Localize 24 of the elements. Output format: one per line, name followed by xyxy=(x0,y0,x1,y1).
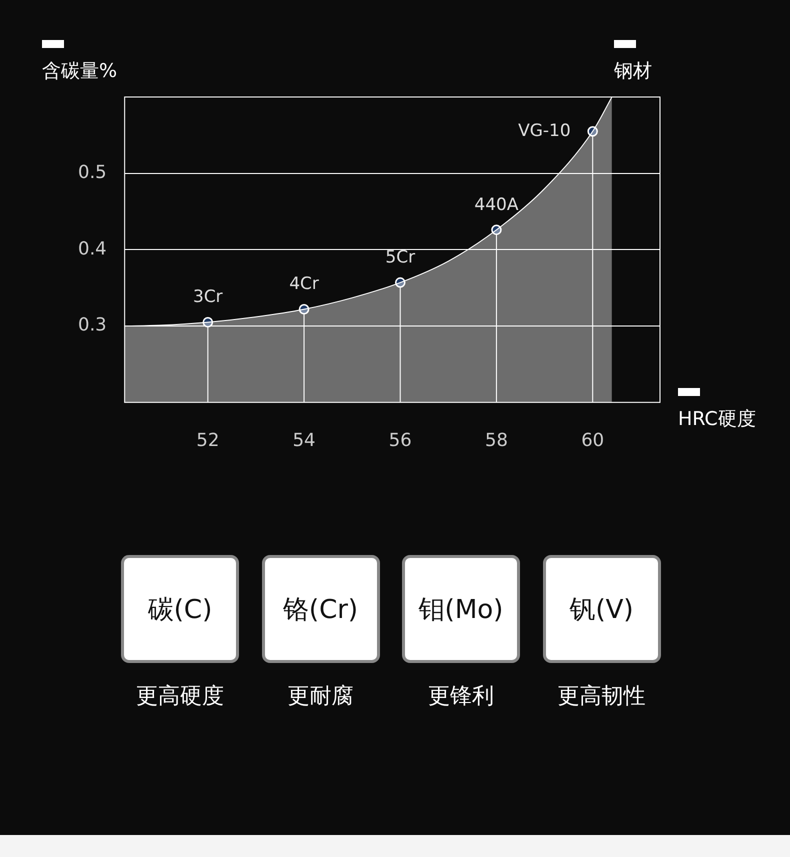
annotation: 4Cr xyxy=(289,274,319,294)
category-label: 碳(C) xyxy=(121,555,239,663)
y-tick-label: 0.4 xyxy=(78,238,107,260)
annotation: VG-10 xyxy=(518,120,571,141)
text: 更锋利 xyxy=(427,683,495,711)
text: 更高韧性 xyxy=(556,683,646,711)
category-label: 钒(V) xyxy=(542,555,660,663)
annotation: 3Cr xyxy=(193,287,223,308)
x-tick-label: 58 xyxy=(485,430,508,451)
annotation: 440A xyxy=(474,194,519,215)
x-axis-title: HRC硬度 xyxy=(678,407,756,432)
x-tick-label: 56 xyxy=(388,430,412,451)
y-tick-label: 0.3 xyxy=(78,314,107,336)
annotation: 5Cr xyxy=(385,247,416,268)
category-label: 钼(Mo) xyxy=(402,555,520,663)
y-axis-title: 含碳量% xyxy=(42,59,118,84)
x-tick-label: 54 xyxy=(292,430,316,451)
category-label: 铬(Cr) xyxy=(262,555,380,663)
x-tick-label: 52 xyxy=(196,430,220,451)
y-tick-label: 0.5 xyxy=(78,162,107,184)
text: 更高硬度 xyxy=(135,683,225,711)
text: 更耐腐 xyxy=(286,683,354,711)
x-tick-label: 60 xyxy=(581,430,604,451)
text: 钢材 xyxy=(614,59,652,84)
